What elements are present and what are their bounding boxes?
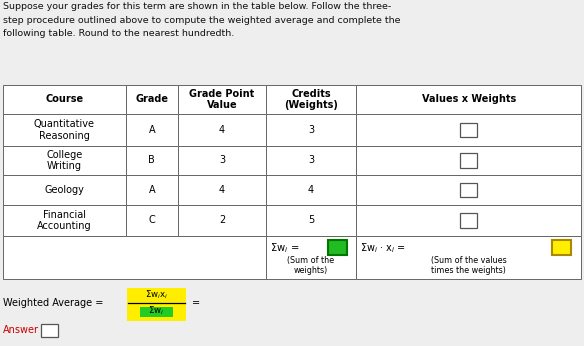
Bar (3, 146, 126, 175)
Text: 2: 2 (219, 216, 225, 225)
Bar (266, 236, 356, 279)
Bar (178, 85, 266, 114)
Text: step procedure outlined above to compute the weighted average and complete the: step procedure outlined above to compute… (3, 16, 401, 25)
Text: Quantitative
Reasoning: Quantitative Reasoning (34, 119, 95, 141)
Bar (126, 205, 178, 236)
Text: Financial
Accounting: Financial Accounting (37, 210, 92, 231)
Bar (41, 324, 58, 337)
Bar (178, 205, 266, 236)
Text: B: B (148, 155, 155, 165)
Text: (Sum of the values
times the weights): (Sum of the values times the weights) (431, 256, 506, 275)
Bar (126, 85, 178, 114)
Bar (356, 114, 581, 146)
Bar (266, 114, 356, 146)
Text: Credits
(Weights): Credits (Weights) (284, 89, 338, 110)
Text: Grade: Grade (135, 94, 168, 104)
Text: 5: 5 (308, 216, 314, 225)
Bar (552, 240, 571, 255)
Text: following table. Round to the nearest hundredth.: following table. Round to the nearest hu… (3, 29, 234, 38)
Text: (Sum of the
weights): (Sum of the weights) (287, 256, 335, 275)
Bar (3, 114, 126, 146)
Bar (460, 153, 478, 168)
Bar (460, 183, 478, 197)
Text: A: A (148, 125, 155, 135)
Text: Suppose your grades for this term are shown in the table below. Follow the three: Suppose your grades for this term are sh… (3, 2, 391, 11)
Bar (356, 85, 581, 114)
Bar (3, 236, 266, 279)
Text: College
Writing: College Writing (46, 149, 82, 171)
Bar (140, 307, 173, 317)
Text: 4: 4 (308, 185, 314, 195)
Text: 3: 3 (308, 155, 314, 165)
Bar (178, 175, 266, 205)
Text: $\Sigma$w$_i$x$_i$: $\Sigma$w$_i$x$_i$ (145, 289, 168, 301)
Bar (460, 123, 478, 137)
Bar (126, 146, 178, 175)
Text: $\Sigma$w$_i$: $\Sigma$w$_i$ (148, 305, 165, 317)
Bar (266, 146, 356, 175)
Text: $\Sigma$w$_i$ =: $\Sigma$w$_i$ = (270, 241, 301, 255)
Bar (356, 175, 581, 205)
Text: =: = (192, 298, 200, 308)
Bar (356, 205, 581, 236)
Text: 3: 3 (308, 125, 314, 135)
Text: 4: 4 (219, 185, 225, 195)
Bar (178, 114, 266, 146)
Text: 3: 3 (219, 155, 225, 165)
Text: C: C (148, 216, 155, 225)
Bar (460, 213, 478, 228)
Text: Weighted Average =: Weighted Average = (3, 298, 106, 308)
Text: $\Sigma$w$_i$ · x$_i$ =: $\Sigma$w$_i$ · x$_i$ = (360, 241, 407, 255)
Bar (3, 205, 126, 236)
Bar (266, 205, 356, 236)
Bar (126, 114, 178, 146)
Bar (178, 146, 266, 175)
Bar (356, 146, 581, 175)
Bar (3, 175, 126, 205)
Text: Grade Point
Value: Grade Point Value (189, 89, 255, 110)
Text: Geology: Geology (44, 185, 84, 195)
Text: 4: 4 (219, 125, 225, 135)
Bar (127, 288, 186, 321)
Text: A: A (148, 185, 155, 195)
Bar (328, 240, 347, 255)
Bar (266, 85, 356, 114)
Bar (356, 236, 581, 279)
Bar (266, 175, 356, 205)
Text: Values x Weights: Values x Weights (422, 94, 516, 104)
Text: Answer: Answer (3, 326, 39, 335)
Text: Course: Course (45, 94, 84, 104)
Bar (3, 85, 126, 114)
Bar (126, 175, 178, 205)
